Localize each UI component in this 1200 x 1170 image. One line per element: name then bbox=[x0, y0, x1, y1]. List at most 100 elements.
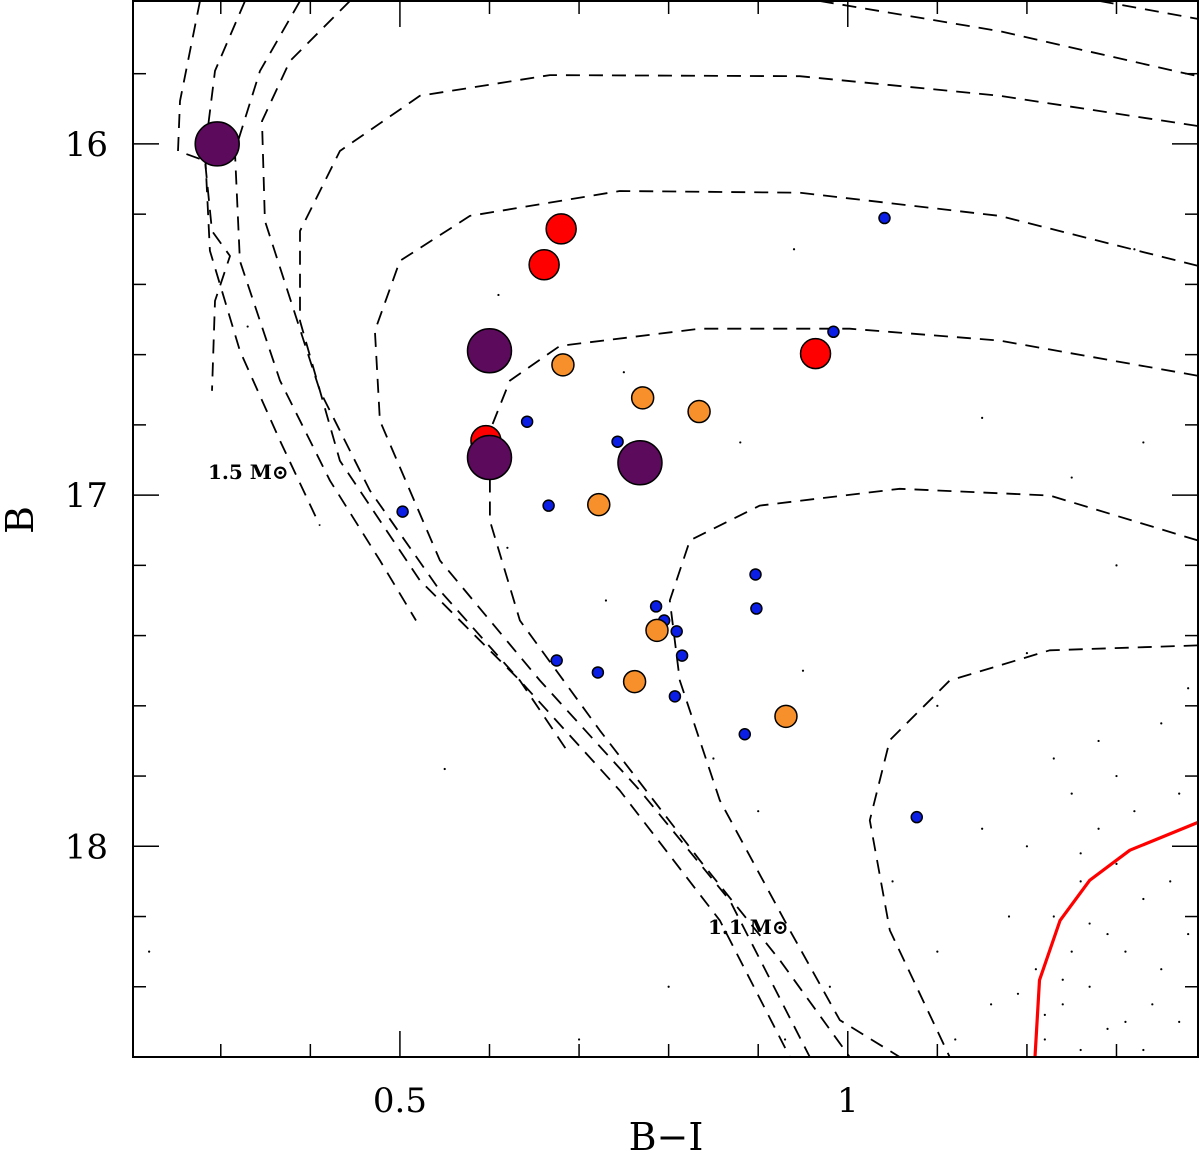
field-star bbox=[828, 985, 831, 988]
star-marker bbox=[617, 440, 663, 486]
field-star bbox=[1133, 810, 1136, 813]
star-marker bbox=[675, 649, 689, 662]
plot-area bbox=[148, 1, 1198, 1057]
field-star bbox=[246, 325, 249, 328]
field-star bbox=[604, 599, 608, 602]
field-star bbox=[1088, 922, 1091, 925]
model-track bbox=[489, 327, 1198, 1057]
field-star bbox=[757, 810, 760, 813]
field-star bbox=[1034, 968, 1037, 971]
field-star bbox=[936, 950, 939, 953]
star-marker bbox=[591, 666, 605, 679]
field-star bbox=[667, 985, 670, 988]
star-marker bbox=[749, 568, 762, 581]
field-star bbox=[1025, 652, 1029, 655]
model-track bbox=[868, 644, 1198, 1057]
field-star bbox=[1097, 827, 1100, 830]
field-star bbox=[1160, 722, 1163, 725]
field-star bbox=[1088, 985, 1091, 988]
annotation: 1.5 M⊙ bbox=[208, 460, 289, 484]
star-marker bbox=[738, 728, 752, 741]
field-star bbox=[1043, 1013, 1046, 1016]
star-marker bbox=[194, 121, 240, 167]
star-marker bbox=[528, 248, 560, 281]
field-star bbox=[443, 767, 446, 771]
star-marker bbox=[630, 386, 655, 410]
model-track bbox=[1099, 1, 1198, 20]
star-marker bbox=[545, 213, 577, 245]
model-track bbox=[234, 1, 417, 621]
field-star bbox=[1061, 978, 1064, 981]
star-marker bbox=[611, 435, 624, 448]
y-tick-label: 17 bbox=[65, 476, 108, 516]
star-marker bbox=[750, 602, 763, 615]
field-star bbox=[891, 880, 894, 883]
star-marker bbox=[670, 625, 683, 638]
field-star bbox=[1079, 1048, 1082, 1052]
field-star bbox=[1052, 757, 1055, 760]
field-star bbox=[739, 441, 742, 444]
field-star bbox=[1187, 932, 1190, 936]
field-star bbox=[1160, 968, 1163, 971]
field-star bbox=[1142, 897, 1145, 901]
field-star bbox=[936, 704, 939, 707]
field-star bbox=[1070, 476, 1073, 479]
star-marker bbox=[649, 600, 663, 613]
star-marker bbox=[687, 399, 711, 424]
field-star bbox=[1142, 1048, 1145, 1052]
star-marker bbox=[827, 325, 840, 339]
field-star bbox=[1043, 1038, 1046, 1041]
field-star bbox=[1070, 792, 1073, 795]
field-star bbox=[1178, 1020, 1181, 1023]
field-star bbox=[1124, 1020, 1127, 1023]
star-marker bbox=[542, 499, 555, 512]
field-star bbox=[1007, 915, 1011, 918]
field-star bbox=[1124, 950, 1127, 953]
star-marker bbox=[466, 434, 513, 481]
field-star bbox=[783, 1038, 787, 1041]
field-star bbox=[148, 950, 151, 953]
field-star bbox=[577, 1038, 581, 1041]
field-star bbox=[792, 248, 796, 251]
field-star bbox=[497, 293, 500, 297]
field-star bbox=[1016, 992, 1020, 995]
reference-curve bbox=[1033, 820, 1198, 1057]
field-star bbox=[1079, 880, 1082, 883]
star-marker bbox=[396, 505, 409, 518]
model-track bbox=[261, 1, 568, 751]
field-star bbox=[712, 757, 715, 760]
star-marker bbox=[520, 415, 534, 428]
field-star bbox=[1106, 932, 1109, 936]
field-star bbox=[1115, 564, 1118, 567]
model-track bbox=[299, 74, 1198, 1057]
field-star bbox=[1052, 915, 1055, 918]
y-axis-label: B bbox=[0, 506, 42, 534]
field-star bbox=[1178, 792, 1181, 795]
field-star bbox=[1097, 739, 1100, 743]
plot-frame bbox=[132, 0, 1199, 1058]
star-marker bbox=[878, 211, 891, 225]
field-star bbox=[981, 827, 984, 830]
field-star bbox=[1070, 950, 1073, 953]
y-tick-label: 16 bbox=[65, 125, 108, 165]
star-marker bbox=[622, 669, 647, 694]
field-star bbox=[1106, 1027, 1109, 1031]
star-marker bbox=[587, 492, 611, 517]
star-marker bbox=[551, 353, 575, 377]
y-tick-label: 18 bbox=[65, 827, 108, 867]
star-marker bbox=[668, 690, 682, 703]
field-star bbox=[981, 416, 984, 419]
star-marker bbox=[774, 704, 798, 729]
field-star bbox=[1169, 880, 1172, 883]
field-star bbox=[1133, 248, 1136, 251]
field-star bbox=[1115, 862, 1118, 865]
model-track bbox=[177, 1, 231, 391]
field-star bbox=[801, 669, 805, 672]
star-marker bbox=[799, 337, 832, 370]
field-star bbox=[1187, 687, 1190, 690]
x-axis-label: B−I bbox=[629, 1115, 704, 1159]
model-track bbox=[204, 1, 321, 527]
field-star bbox=[954, 1038, 957, 1041]
